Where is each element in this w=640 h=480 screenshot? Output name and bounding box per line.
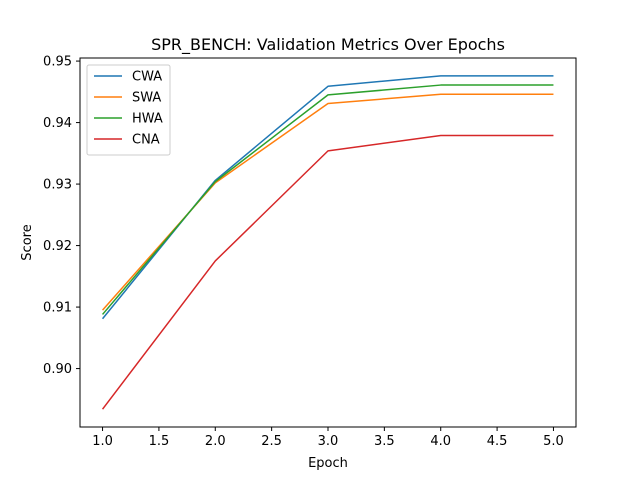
x-tick-label: 1.0: [92, 434, 113, 449]
y-tick-label: 0.90: [43, 362, 72, 377]
y-tick-label: 0.95: [43, 55, 72, 70]
legend-label-swa: SWA: [132, 91, 161, 106]
x-tick-label: 2.0: [205, 434, 226, 449]
legend-label-cwa: CWA: [132, 70, 162, 85]
y-tick-label: 0.92: [43, 239, 72, 254]
legend-label-cna: CNA: [132, 133, 160, 148]
y-axis: 0.90 0.91 0.92 0.93 0.94 0.95: [43, 55, 80, 377]
x-tick-label: 3.5: [374, 434, 395, 449]
x-tick-label: 3.0: [318, 434, 339, 449]
x-tick-label: 5.0: [543, 434, 564, 449]
series-line-hwa: [101, 84, 554, 315]
legend-label-hwa: HWA: [132, 112, 163, 127]
x-tick-label: 4.5: [487, 434, 508, 449]
legend: CWA SWA HWA CNA: [86, 64, 171, 156]
x-tick-label: 1.5: [149, 434, 170, 449]
y-tick-label: 0.93: [43, 178, 72, 193]
x-tick-label: 2.5: [261, 434, 282, 449]
y-axis-label: Score: [20, 224, 35, 260]
x-axis-label: Epoch: [308, 456, 348, 471]
chart-title: SPR_BENCH: Validation Metrics Over Epoch…: [151, 35, 505, 55]
legend-box: [86, 64, 171, 156]
y-tick-label: 0.91: [43, 301, 72, 316]
series-line-cna: [101, 134, 554, 410]
series-layer: [101, 75, 554, 410]
x-axis: 1.0 1.5 2.0 2.5 3.0 3.5 4.0 4.5 5.0: [92, 427, 564, 449]
y-tick-label: 0.94: [43, 116, 72, 131]
x-tick-label: 4.0: [430, 434, 451, 449]
